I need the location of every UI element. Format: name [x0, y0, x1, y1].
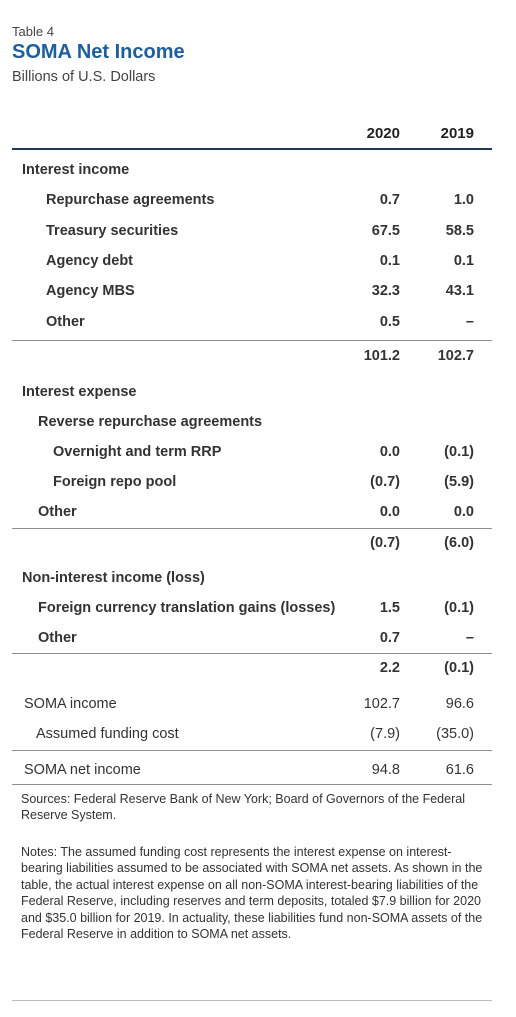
table-subtitle: Billions of U.S. Dollars [12, 69, 156, 85]
cell-2020: (0.7) [370, 474, 400, 490]
cell-2019: (5.9) [444, 474, 474, 490]
cell-2019: 0.1 [453, 253, 474, 269]
soma-income-label: SOMA income [24, 696, 117, 712]
sources-note: Sources: Federal Reserve Bank of New Yor… [21, 792, 465, 823]
section-heading-interest-income: Interest income [22, 162, 130, 178]
cell-2019: 43.1 [445, 283, 474, 299]
row-label: Other [38, 504, 77, 520]
row-label: Other [38, 630, 77, 646]
funding-cost-2019: (35.0) [436, 726, 474, 742]
cell-2019: 1.0 [453, 192, 474, 208]
row-label: Treasury securities [46, 223, 179, 239]
section-heading-non-interest: Non-interest income (loss) [22, 570, 205, 586]
row-label: Agency debt [46, 253, 134, 269]
table-title: SOMA Net Income [12, 41, 185, 63]
subtotal-rule [12, 340, 492, 341]
subtotal-2020: (0.7) [370, 535, 400, 551]
subsection-heading: Reverse repurchase agreements [38, 414, 263, 430]
table-bottom-rule [12, 784, 492, 785]
row-label: Other [46, 314, 85, 330]
section-heading-interest-expense: Interest expense [22, 384, 137, 400]
subtotal-2019: 102.7 [437, 348, 474, 364]
cell-2020: 67.5 [371, 223, 400, 239]
row-label: Repurchase agreements [46, 192, 215, 208]
cell-2019: 58.5 [445, 223, 474, 239]
header-rule [12, 148, 492, 150]
funding-cost-label: Assumed funding cost [36, 726, 179, 742]
subtotal-rule [12, 653, 492, 654]
cell-2019: (0.1) [444, 600, 474, 616]
cell-2020: 32.3 [371, 283, 400, 299]
cell-2020: 0.0 [379, 444, 400, 460]
net-income-rule [12, 750, 492, 751]
cell-2019: (0.1) [444, 444, 474, 460]
subtotal-2019: (0.1) [444, 660, 474, 676]
net-income-2019: 61.6 [445, 762, 474, 778]
soma-income-2019: 96.6 [445, 696, 474, 712]
row-label: Foreign repo pool [53, 474, 177, 490]
cell-2020: 0.7 [379, 192, 400, 208]
row-label: Agency MBS [46, 283, 135, 299]
cell-2019: 0.0 [453, 504, 474, 520]
subtotal-2020: 2.2 [379, 660, 400, 676]
subtotal-2020: 101.2 [363, 348, 400, 364]
cell-2019: – [465, 314, 474, 330]
cell-2020: 0.1 [379, 253, 400, 269]
soma-income-2020: 102.7 [363, 696, 400, 712]
net-income-label: SOMA net income [24, 762, 141, 778]
cell-2019: – [465, 630, 474, 646]
row-label: Foreign currency translation gains (loss… [38, 600, 336, 616]
cell-2020: 0.7 [379, 630, 400, 646]
cell-2020: 1.5 [379, 600, 400, 616]
funding-cost-2020: (7.9) [370, 726, 400, 742]
cell-2020: 0.0 [379, 504, 400, 520]
net-income-2020: 94.8 [371, 762, 400, 778]
subtotal-rule [12, 528, 492, 529]
column-header-2019: 2019 [440, 125, 474, 142]
table-number: Table 4 [12, 24, 54, 39]
notes-text: Notes: The assumed funding cost represen… [21, 845, 483, 942]
column-header-2020: 2020 [366, 125, 400, 142]
cell-2020: 0.5 [379, 314, 400, 330]
row-label: Overnight and term RRP [53, 444, 222, 460]
subtotal-2019: (6.0) [444, 535, 474, 551]
footer-rule [12, 1000, 492, 1001]
